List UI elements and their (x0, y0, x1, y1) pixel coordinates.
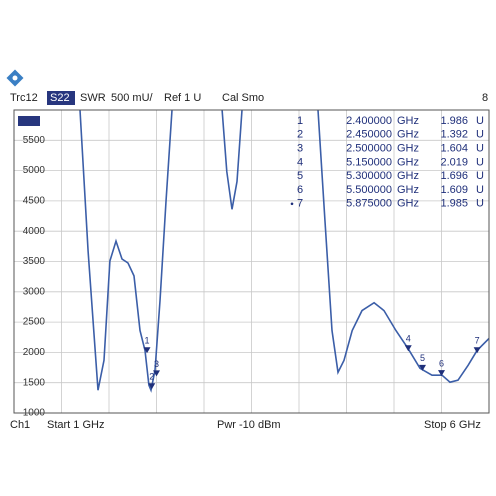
cal: Cal Smo (222, 92, 264, 104)
y-tick-label: 3500 (23, 256, 46, 267)
power: Pwr -10 dBm (217, 419, 281, 431)
frequency-unit: GHz (397, 198, 419, 210)
param: S22 (50, 92, 70, 104)
y-tick-label: 2500 (23, 317, 46, 328)
value-unit: U (476, 143, 484, 155)
marker-table: 1 2.400000 GHz 1.986 U 2 2.450000 GHz 1.392 U 3 2.5… (290, 115, 484, 210)
marker-label: 3 (154, 359, 159, 369)
marker-frequency: 5.875000 (346, 198, 392, 210)
marker-frequency: 5.500000 (346, 184, 392, 196)
marker-frequency: 5.150000 (346, 156, 392, 168)
start: Start 1 GHz (47, 419, 104, 431)
frequency-unit: GHz (397, 170, 419, 182)
marker-number: 1 (297, 115, 303, 127)
marker-frequency: 2.400000 (346, 115, 392, 127)
scale: 500 mU/ (111, 92, 154, 104)
marker-number: 7 (297, 198, 303, 210)
y-tick-label: 1500 (23, 377, 46, 388)
marker-label: 4 (406, 334, 411, 344)
window-number: 8 (482, 92, 488, 104)
marker-number: 3 (297, 143, 303, 155)
stop: Stop 6 GHz (424, 419, 481, 431)
active-dot (290, 202, 294, 206)
value-unit: U (476, 184, 484, 196)
marker-label: 6 (439, 358, 444, 368)
marker-label: 5 (420, 353, 425, 363)
marker-number: 6 (297, 184, 303, 196)
marker-frequency: 5.300000 (346, 170, 392, 182)
y-tick-label: 5000 (23, 165, 46, 176)
marker-label: 7 (475, 336, 480, 346)
marker (419, 364, 426, 371)
value-unit: U (476, 198, 484, 210)
marker-number: 2 (297, 129, 303, 141)
frequency-unit: GHz (397, 115, 419, 127)
trace-name: Trc12 (10, 92, 38, 104)
marker-label: 2 (149, 372, 154, 382)
marker-value: 1.985 (440, 198, 468, 210)
marker-value: 1.392 (440, 129, 468, 141)
y-tick-label: 4500 (23, 196, 46, 207)
trace (79, 110, 489, 393)
marker-value: 2.019 (440, 156, 468, 168)
format: SWR (80, 92, 106, 104)
marker-frequency: 2.500000 (346, 143, 392, 155)
ref-indicator (18, 116, 40, 126)
value-unit: U (476, 129, 484, 141)
marker (148, 383, 156, 390)
marker-number: 4 (297, 156, 303, 168)
marker (404, 345, 412, 352)
logo (6, 69, 24, 87)
param-box (47, 91, 75, 105)
ref: Ref 1 U (164, 92, 201, 104)
channel: Ch1 (10, 419, 30, 431)
frequency-unit: GHz (397, 143, 419, 155)
plot-frame (13, 109, 490, 414)
marker-value: 1.696 (440, 170, 468, 182)
y-tick-label: 2000 (23, 347, 46, 358)
value-unit: U (476, 115, 484, 127)
marker-label: 1 (144, 336, 149, 346)
frequency-unit: GHz (397, 129, 419, 141)
marker-value: 1.986 (440, 115, 468, 127)
frequency-unit: GHz (397, 156, 419, 168)
y-tick-label: 5500 (23, 135, 46, 146)
marker (153, 370, 160, 377)
value-unit: U (476, 170, 484, 182)
frequency-unit: GHz (397, 184, 419, 196)
y-tick-label: 3000 (23, 286, 46, 297)
marker-value: 1.604 (440, 143, 468, 155)
marker-value: 1.609 (440, 184, 468, 196)
marker (143, 347, 151, 354)
y-tick-label: 4000 (23, 226, 46, 237)
marker-frequency: 2.450000 (346, 129, 392, 141)
value-unit: U (476, 156, 484, 168)
marker (473, 347, 481, 354)
marker (438, 370, 445, 377)
marker-number: 5 (297, 170, 303, 182)
